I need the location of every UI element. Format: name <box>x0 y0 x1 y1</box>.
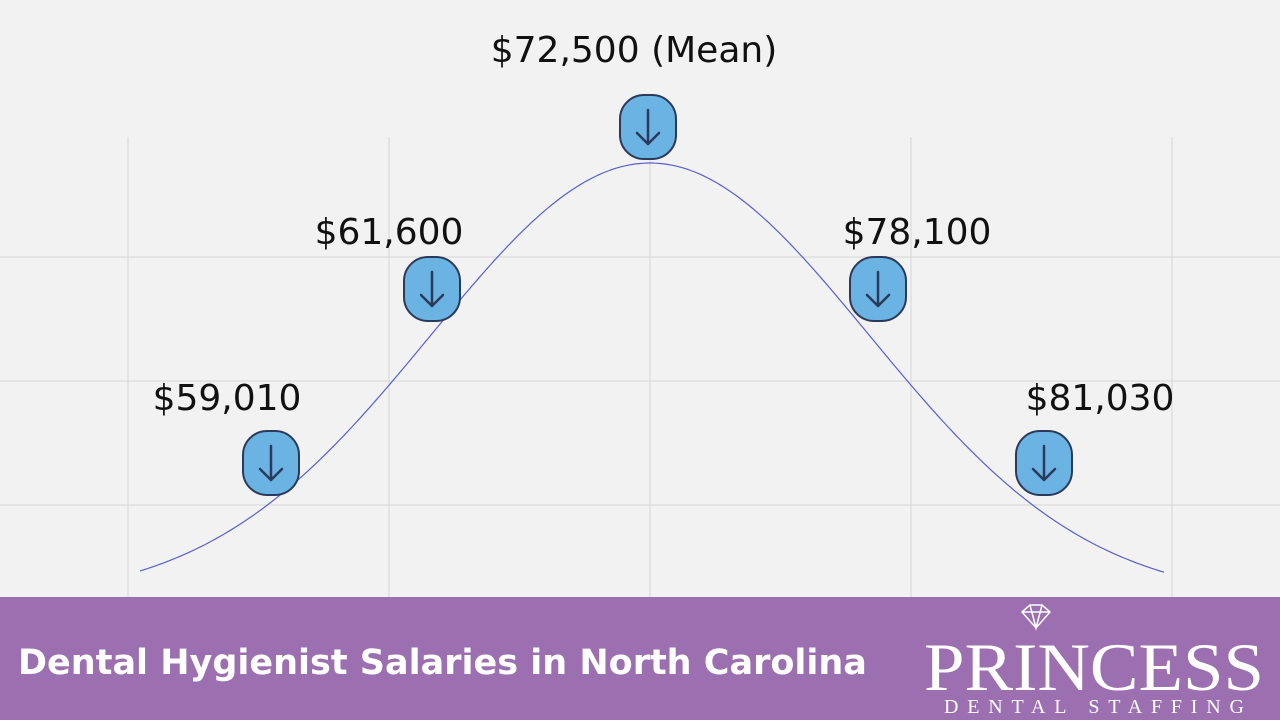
footer-title: Dental Hygienist Salaries in North Carol… <box>18 643 867 683</box>
marker-label: $59,010 <box>153 378 302 419</box>
marker-label: $72,500 (Mean) <box>491 30 778 71</box>
marker-label: $81,030 <box>1026 378 1175 419</box>
grid <box>0 137 1280 600</box>
marker-label: $78,100 <box>843 212 992 253</box>
marker-arrow <box>258 444 284 482</box>
marker-arrow <box>419 270 445 308</box>
logo: PRINCESS DENTAL STAFFING <box>924 604 1264 718</box>
logo-name: PRINCESS <box>924 629 1264 705</box>
markers: $59,010 $61,600 $72,500 (Mean) $78,100 $81,0… <box>153 30 1175 496</box>
marker-label: $61,600 <box>315 212 464 253</box>
marker-arrow <box>865 270 891 308</box>
marker-arrow <box>635 108 661 146</box>
logo-diamond <box>1020 604 1052 631</box>
marker-arrow <box>1031 444 1057 482</box>
marker: $61,600 <box>315 212 464 322</box>
marker: $81,030 <box>1015 378 1175 496</box>
footer-bar <box>0 597 1280 720</box>
marker: $78,100 <box>843 212 992 322</box>
marker: $59,010 <box>153 378 302 496</box>
marker: $72,500 (Mean) <box>491 30 778 160</box>
bell-curve <box>139 162 1165 573</box>
